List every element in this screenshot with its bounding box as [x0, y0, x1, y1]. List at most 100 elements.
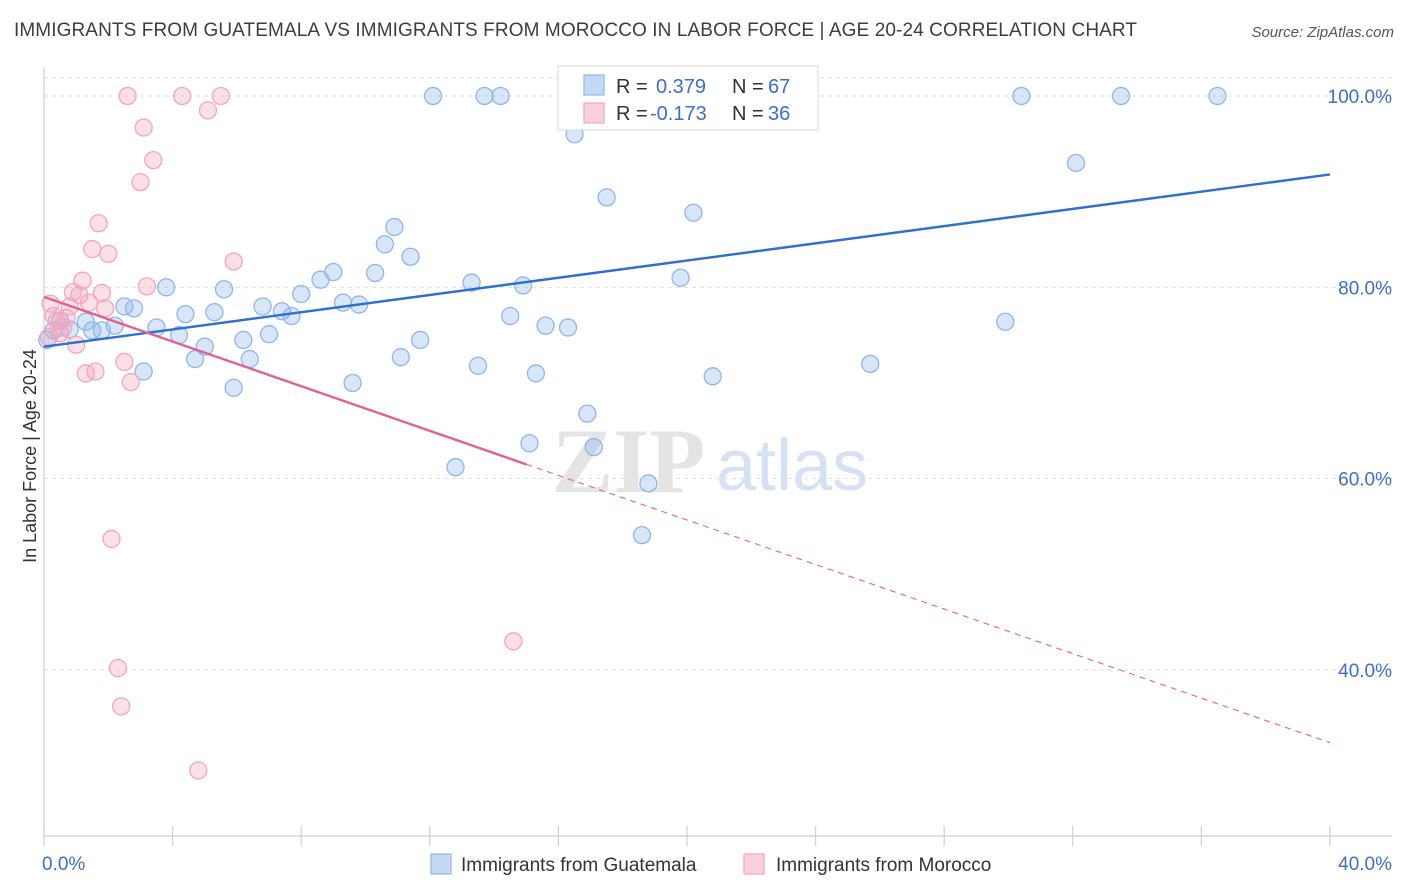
point-guatemala [253, 297, 272, 316]
point-guatemala [401, 247, 420, 266]
point-morocco [211, 86, 230, 106]
point-guatemala [501, 306, 520, 326]
point-morocco [70, 285, 89, 305]
point-guatemala [703, 367, 722, 386]
point-guatemala [584, 437, 603, 457]
correlation-legend: R = 0.379 N = 67 R = -0.173 N = 36 [557, 65, 819, 131]
bottom-legend-swatch-guatemala [430, 853, 452, 875]
series-guatemala [38, 86, 1227, 545]
legend-n-label-guatemala: N = [732, 76, 764, 98]
point-guatemala [60, 320, 79, 339]
point-guatemala [83, 321, 102, 340]
point-guatemala [639, 474, 658, 493]
point-guatemala [684, 203, 703, 222]
point-guatemala [536, 316, 555, 335]
point-guatemala [520, 434, 539, 453]
y-axis-title: In Labor Force | Age 20-24 [20, 349, 40, 563]
point-guatemala [365, 263, 385, 283]
x-tick-label-max: 40.0% [1338, 854, 1392, 875]
bottom-legend-label-morocco: Immigrants from Morocco [776, 855, 991, 876]
point-morocco [99, 244, 118, 264]
trendline-morocco [43, 295, 527, 466]
series-legend: Immigrants from Guatemala Immigrants fro… [430, 853, 991, 876]
point-guatemala [292, 284, 311, 304]
point-morocco [108, 658, 128, 678]
point-morocco [79, 293, 99, 312]
point-morocco [118, 86, 137, 106]
point-morocco [95, 299, 115, 318]
point-guatemala [343, 373, 362, 393]
series-morocco [39, 86, 523, 780]
point-guatemala [324, 262, 343, 282]
point-guatemala [861, 354, 880, 374]
point-guatemala [513, 276, 533, 295]
point-guatemala [134, 362, 153, 381]
legend-n-value-guatemala: 67 [768, 76, 790, 98]
point-morocco [112, 697, 131, 716]
bottom-legend-label-guatemala: Immigrants from Guatemala [461, 855, 697, 876]
point-morocco [50, 324, 70, 343]
point-morocco [131, 172, 150, 192]
point-morocco [134, 118, 153, 137]
legend-r-label-morocco: R = [616, 103, 648, 125]
legend-swatch-morocco [583, 102, 605, 124]
point-guatemala [632, 525, 652, 545]
point-guatemala [475, 86, 494, 106]
point-guatemala [491, 86, 510, 106]
legend-r-value-morocco: -0.173 [650, 103, 707, 125]
point-morocco [86, 362, 105, 381]
watermark-atlas: atlas [716, 426, 868, 506]
point-guatemala [526, 364, 546, 383]
axes [43, 68, 1392, 837]
point-guatemala [205, 303, 224, 322]
point-morocco [73, 271, 92, 290]
point-guatemala [468, 356, 488, 375]
point-guatemala [597, 188, 616, 207]
point-guatemala [578, 404, 597, 423]
point-morocco [89, 214, 108, 233]
point-morocco [189, 761, 208, 780]
point-guatemala [124, 299, 144, 318]
point-morocco [92, 283, 112, 303]
y-tick-label: 60.0% [1338, 470, 1392, 491]
point-guatemala [411, 330, 430, 350]
point-morocco [224, 252, 243, 271]
chart-title: IMMIGRANTS FROM GUATEMALA VS IMMIGRANTS … [14, 20, 1138, 41]
point-guatemala [259, 325, 279, 344]
point-guatemala [375, 235, 394, 254]
point-guatemala [282, 306, 301, 326]
chart-source: Source: ZipAtlas.com [1251, 24, 1394, 41]
y-tick-labels: 40.0% 60.0% 80.0% 100.0% [1328, 87, 1393, 682]
point-guatemala [996, 312, 1015, 331]
legend-n-value-morocco: 36 [768, 103, 790, 125]
legend-r-value-guatemala: 0.379 [656, 76, 706, 98]
point-guatemala [1111, 86, 1131, 106]
point-guatemala [446, 458, 465, 477]
point-morocco [39, 327, 58, 347]
legend-n-label-morocco: N = [732, 103, 764, 125]
point-morocco [102, 529, 121, 549]
point-guatemala [1066, 153, 1086, 173]
y-tick-label: 40.0% [1338, 661, 1392, 682]
x-tick-label-min: 0.0% [42, 854, 85, 875]
legend-r-label-guatemala: R = [616, 76, 648, 98]
x-ticks [43, 826, 1331, 846]
point-guatemala [234, 330, 253, 350]
point-guatemala [214, 280, 234, 299]
watermark: ZIP atlas [552, 410, 868, 512]
point-guatemala [1012, 86, 1031, 106]
bottom-legend-swatch-morocco [743, 853, 765, 875]
point-guatemala [385, 217, 404, 237]
point-morocco [121, 372, 140, 392]
point-guatemala [391, 348, 411, 367]
trendlines [43, 173, 1331, 744]
point-guatemala [671, 268, 690, 287]
point-guatemala [558, 318, 578, 337]
point-morocco [137, 277, 157, 296]
y-tick-label: 100.0% [1328, 87, 1393, 108]
point-morocco [83, 239, 102, 259]
point-guatemala [462, 273, 481, 292]
point-morocco [504, 632, 523, 651]
point-morocco [173, 86, 192, 106]
